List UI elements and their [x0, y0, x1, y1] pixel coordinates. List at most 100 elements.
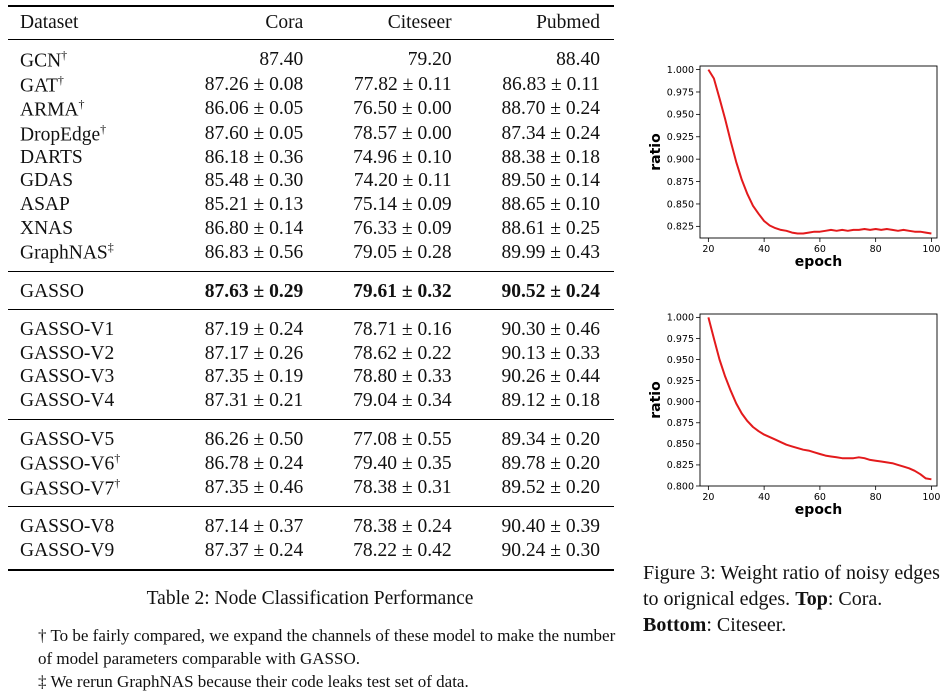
table-row: DropEdge† 87.60 ± 0.05 78.57 ± 0.00 87.34 ±… [8, 122, 614, 147]
y-tick-label: 0.900 [667, 154, 694, 165]
cell-method: GASSO-V8 [8, 507, 169, 539]
cell-citeseer-text: 78.38 ± 0.31 [353, 477, 452, 499]
cell-pubmed-text: 90.52 ± 0.24 [501, 280, 600, 302]
cell-pubmed-text: 88.70 ± 0.24 [501, 98, 600, 120]
cell-cora: 86.78 ± 0.24 [169, 451, 317, 476]
table-row: GASSO-V3 87.35 ± 0.19 78.80 ± 0.33 90.26 ± … [8, 366, 614, 390]
cell-cora: 87.35 ± 0.46 [169, 476, 317, 507]
cell-citeseer-text: 79.61 ± 0.32 [353, 280, 452, 302]
y-tick-label: 1.000 [667, 313, 694, 324]
table-caption: Table 2: Node Classification Performance [146, 588, 474, 609]
cell-pubmed-text: 89.50 ± 0.14 [501, 170, 600, 192]
header-pubmed: Pubmed [536, 12, 600, 33]
y-tick-label: 0.875 [667, 177, 694, 188]
y-tick-label: 0.925 [667, 376, 694, 387]
table-row: GASSO-V7† 87.35 ± 0.46 78.38 ± 0.31 89.52 ±… [8, 476, 614, 507]
cell-method-text: ARMA [20, 99, 79, 121]
footnote-mark: † [61, 48, 68, 62]
cell-method: GASSO-V4 [8, 389, 169, 419]
cell-cora-text: 86.80 ± 0.14 [204, 217, 304, 239]
cell-method-text: GASSO-V2 [20, 342, 115, 364]
footnote-mark: † [100, 121, 107, 136]
cell-method-text: GASSO-V3 [20, 366, 115, 388]
y-tick-label: 0.825 [667, 222, 694, 233]
footnote-mark: † [114, 475, 121, 490]
cell-method: GASSO-V6† [8, 451, 169, 476]
cell-pubmed-text: 88.38 ± 0.18 [501, 146, 600, 168]
cell-citeseer: 79.40 ± 0.35 [317, 451, 465, 476]
cell-citeseer: 78.38 ± 0.24 [317, 507, 465, 539]
cell-method: GAT† [8, 73, 169, 98]
cell-method-text: GASSO-V6 [20, 453, 115, 475]
cell-citeseer-text: 78.62 ± 0.22 [353, 342, 452, 364]
cell-method: DropEdge† [8, 122, 169, 147]
cell-method-text: GDAS [20, 170, 74, 192]
chart-citeseer-svg: 20 40 60 80 100 0.800 0.825 0.850 0.875 0.900 0.92… [648, 313, 940, 518]
cell-pubmed: 86.83 ± 0.11 [466, 73, 614, 98]
cell-citeseer-text: 74.20 ± 0.11 [353, 170, 452, 192]
table-row: GAT† 87.26 ± 0.08 77.82 ± 0.11 86.83 ± 0.11 [8, 73, 614, 98]
cell-citeseer: 78.71 ± 0.16 [317, 310, 465, 342]
x-axis-label: epoch [795, 254, 842, 270]
cell-pubmed: 89.99 ± 0.43 [466, 240, 614, 271]
cell-method-text: GASSO-V4 [20, 390, 115, 412]
cell-method: ASAP [8, 193, 169, 217]
table-row: GCN† 87.40 79.20 88.40 [8, 39, 614, 73]
table-row: GASSO-V6† 86.78 ± 0.24 79.40 ± 0.35 89.78 ±… [8, 451, 614, 476]
table-row: ARMA† 86.06 ± 0.05 76.50 ± 0.00 88.70 ± 0.2… [8, 97, 614, 122]
table-row: GASSO-V9 87.37 ± 0.24 78.22 ± 0.42 90.24 ± … [8, 539, 614, 570]
table-row: XNAS 86.80 ± 0.14 76.33 ± 0.09 88.61 ± 0.25 [8, 217, 614, 241]
cell-pubmed: 89.78 ± 0.20 [466, 451, 614, 476]
cell-cora: 87.17 ± 0.26 [169, 342, 317, 366]
figure-caption-text: Figure 3: Weight ratio of noisy edges to… [643, 562, 940, 610]
cell-citeseer-text: 74.96 ± 0.10 [353, 146, 452, 168]
cell-cora-text: 87.63 ± 0.29 [204, 280, 304, 302]
cell-citeseer: 78.38 ± 0.31 [317, 476, 465, 507]
cell-cora: 87.35 ± 0.19 [169, 366, 317, 390]
y-tick-label: 0.925 [667, 132, 694, 143]
cell-pubmed-text: 87.34 ± 0.24 [501, 122, 600, 144]
chart-cora-svg: 20 40 60 80 100 0.825 0.850 0.875 0.900 0.925 0.95… [648, 65, 940, 270]
cell-cora-text: 87.40 [259, 49, 304, 71]
cell-pubmed-text: 86.83 ± 0.11 [502, 73, 600, 95]
cell-pubmed-text: 90.24 ± 0.30 [501, 539, 600, 561]
cell-cora: 86.26 ± 0.50 [169, 419, 317, 451]
cell-citeseer: 77.82 ± 0.11 [317, 73, 465, 98]
y-tick-label: 0.875 [667, 418, 694, 429]
table-row: GASSO-V1 87.19 ± 0.24 78.71 ± 0.16 90.30 ± … [8, 309, 614, 342]
plot-frame [699, 65, 938, 239]
cell-cora: 87.60 ± 0.05 [169, 122, 317, 147]
x-tick-label: 80 [870, 244, 882, 255]
footnote-mark: † [114, 451, 121, 466]
chart-citeseer: 20 40 60 80 100 0.800 0.825 0.850 0.875 0.900 0.92… [642, 306, 948, 533]
header-cora: Cora [265, 12, 304, 33]
y-axis-label: ratio [648, 133, 664, 171]
cell-cora: 87.14 ± 0.37 [169, 507, 317, 539]
cell-method-text: GASSO-V8 [20, 516, 115, 538]
figure-caption-bottom-label: Bottom [643, 614, 707, 636]
y-tick-label: 0.950 [667, 110, 694, 121]
cell-pubmed-text: 89.78 ± 0.20 [501, 452, 600, 474]
cell-cora-text: 86.18 ± 0.36 [204, 146, 304, 168]
figure-caption-top-label: Top [795, 588, 828, 610]
cell-method: GASSO-V3 [8, 366, 169, 390]
cell-pubmed-text: 88.65 ± 0.10 [501, 193, 600, 215]
y-tick-label: 0.975 [667, 334, 694, 345]
cell-pubmed: 89.34 ± 0.20 [466, 419, 614, 451]
x-tick-label: 80 [870, 492, 882, 503]
cell-cora: 86.06 ± 0.05 [169, 97, 317, 122]
y-tick-label: 0.800 [667, 481, 694, 492]
footnote-dagger: † To be fairly compared, we expand the c… [38, 626, 616, 668]
x-tick-label: 20 [702, 492, 714, 503]
cell-cora: 87.26 ± 0.08 [169, 73, 317, 98]
table-row: GASSO-V8 87.14 ± 0.37 78.38 ± 0.24 90.40 ± … [8, 506, 614, 539]
cell-pubmed: 90.40 ± 0.39 [466, 507, 614, 539]
cell-citeseer: 74.96 ± 0.10 [317, 146, 465, 170]
cell-cora-text: 86.26 ± 0.50 [204, 428, 304, 450]
y-tick-label: 0.900 [667, 397, 694, 408]
cell-citeseer-text: 79.04 ± 0.34 [353, 390, 452, 412]
cell-citeseer: 79.04 ± 0.34 [317, 389, 465, 419]
cell-pubmed-text: 90.26 ± 0.44 [501, 366, 600, 388]
cell-pubmed-text: 89.99 ± 0.43 [501, 241, 600, 263]
y-tick-label: 0.850 [667, 439, 694, 450]
